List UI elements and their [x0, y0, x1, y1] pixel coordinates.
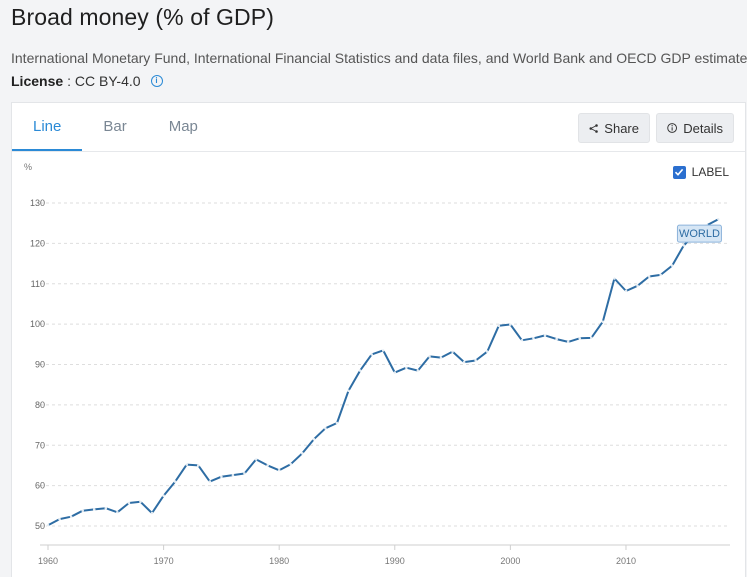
tab-bar[interactable]: Bar — [103, 117, 127, 135]
data-point — [601, 320, 605, 324]
data-point — [289, 462, 293, 466]
x-tick-label: 1980 — [269, 556, 289, 566]
checkmark-icon — [675, 168, 684, 176]
y-axis-label: % — [24, 162, 32, 172]
y-tick-label: 50 — [35, 521, 45, 531]
license-value: : CC BY-4.0 — [67, 73, 141, 89]
data-point — [670, 264, 674, 267]
data-point — [301, 452, 304, 455]
data-point — [173, 480, 177, 483]
data-point — [312, 437, 316, 441]
x-tick-label: 2000 — [500, 556, 520, 566]
x-tick-label: 1960 — [38, 556, 58, 566]
y-tick-label: 60 — [35, 481, 45, 491]
data-point — [324, 426, 327, 430]
page-title: Broad money (% of GDP) — [11, 4, 274, 30]
series-label-world: WORLD — [679, 228, 720, 240]
data-point — [462, 360, 466, 364]
data-point — [485, 350, 489, 353]
data-point — [162, 494, 165, 498]
label-toggle-text: LABEL — [691, 165, 729, 179]
data-point — [358, 369, 362, 372]
data-point — [150, 511, 154, 515]
data-point — [428, 355, 431, 358]
details-button[interactable]: Details — [656, 113, 734, 143]
data-point — [497, 324, 501, 328]
data-point — [543, 334, 547, 337]
data-point — [439, 356, 443, 359]
y-tick-label: 100 — [30, 319, 45, 329]
data-point — [624, 289, 628, 293]
data-point — [555, 337, 558, 341]
share-icon — [589, 123, 598, 133]
data-point — [451, 350, 454, 353]
tab-divider — [12, 151, 745, 152]
x-tick-label: 1990 — [385, 556, 405, 566]
share-button[interactable]: Share — [578, 113, 650, 143]
data-point — [58, 517, 61, 521]
series-line-world — [47, 218, 720, 527]
data-point — [636, 284, 639, 288]
data-point — [231, 473, 235, 477]
data-point — [682, 244, 686, 247]
info-icon[interactable]: i — [150, 75, 163, 87]
data-point — [520, 338, 524, 342]
data-point — [381, 349, 385, 352]
line-chart: % 50 60 70 80 90 100 110 120 130 1960 1970 1980 1990 2… — [24, 162, 730, 566]
y-tick-label: 130 — [30, 198, 45, 208]
tab-line[interactable]: Line — [12, 103, 83, 151]
data-point — [220, 475, 223, 479]
data-point — [104, 506, 108, 510]
data-point — [46, 523, 50, 527]
data-point — [127, 501, 131, 505]
data-point — [69, 515, 73, 519]
tab-map[interactable]: Map — [168, 117, 198, 135]
data-point — [393, 371, 397, 374]
data-point — [208, 480, 212, 483]
y-tick-label: 110 — [31, 279, 45, 289]
y-tick-label: 80 — [35, 400, 45, 410]
data-point — [116, 510, 119, 514]
data-point — [566, 340, 570, 344]
data-point — [659, 273, 662, 277]
data-point — [717, 217, 720, 221]
data-point — [370, 353, 373, 356]
data-point — [578, 336, 582, 340]
x-tick-label: 1970 — [154, 556, 174, 566]
y-tick-label: 120 — [30, 238, 45, 248]
license-line: License : CC BY-4.0 i — [11, 73, 163, 89]
x-tick-label: 2010 — [616, 556, 636, 566]
data-point — [509, 323, 512, 326]
data-point — [277, 468, 281, 472]
data-point — [81, 509, 84, 512]
source-text: International Monetary Fund, Internation… — [11, 50, 747, 66]
y-tick-label: 90 — [35, 360, 45, 370]
data-point — [254, 458, 258, 461]
data-point — [405, 366, 408, 370]
data-point — [139, 500, 142, 504]
details-label: Details — [683, 120, 723, 136]
data-point — [196, 464, 200, 467]
share-label: Share — [604, 120, 639, 136]
data-point — [266, 464, 269, 467]
data-point — [185, 463, 189, 466]
chart-card: Line Bar Map Share Details LABEL % 50 60 70… — [11, 102, 746, 577]
data-point — [347, 389, 350, 393]
data-point — [532, 336, 535, 340]
data-point — [243, 472, 246, 475]
series-label-box — [676, 224, 722, 243]
label-toggle[interactable]: LABEL — [672, 165, 729, 179]
data-point — [335, 421, 339, 425]
data-point — [613, 277, 616, 280]
y-tick-label: 70 — [35, 440, 45, 450]
data-point — [647, 275, 651, 278]
data-point — [92, 508, 96, 511]
data-point — [589, 336, 593, 340]
data-point — [474, 359, 477, 362]
label-checkbox[interactable] — [672, 165, 686, 179]
data-point — [416, 369, 420, 372]
license-label: License — [11, 73, 64, 89]
chart-tabs: Line Bar Map — [12, 103, 219, 151]
info-icon — [667, 123, 677, 133]
